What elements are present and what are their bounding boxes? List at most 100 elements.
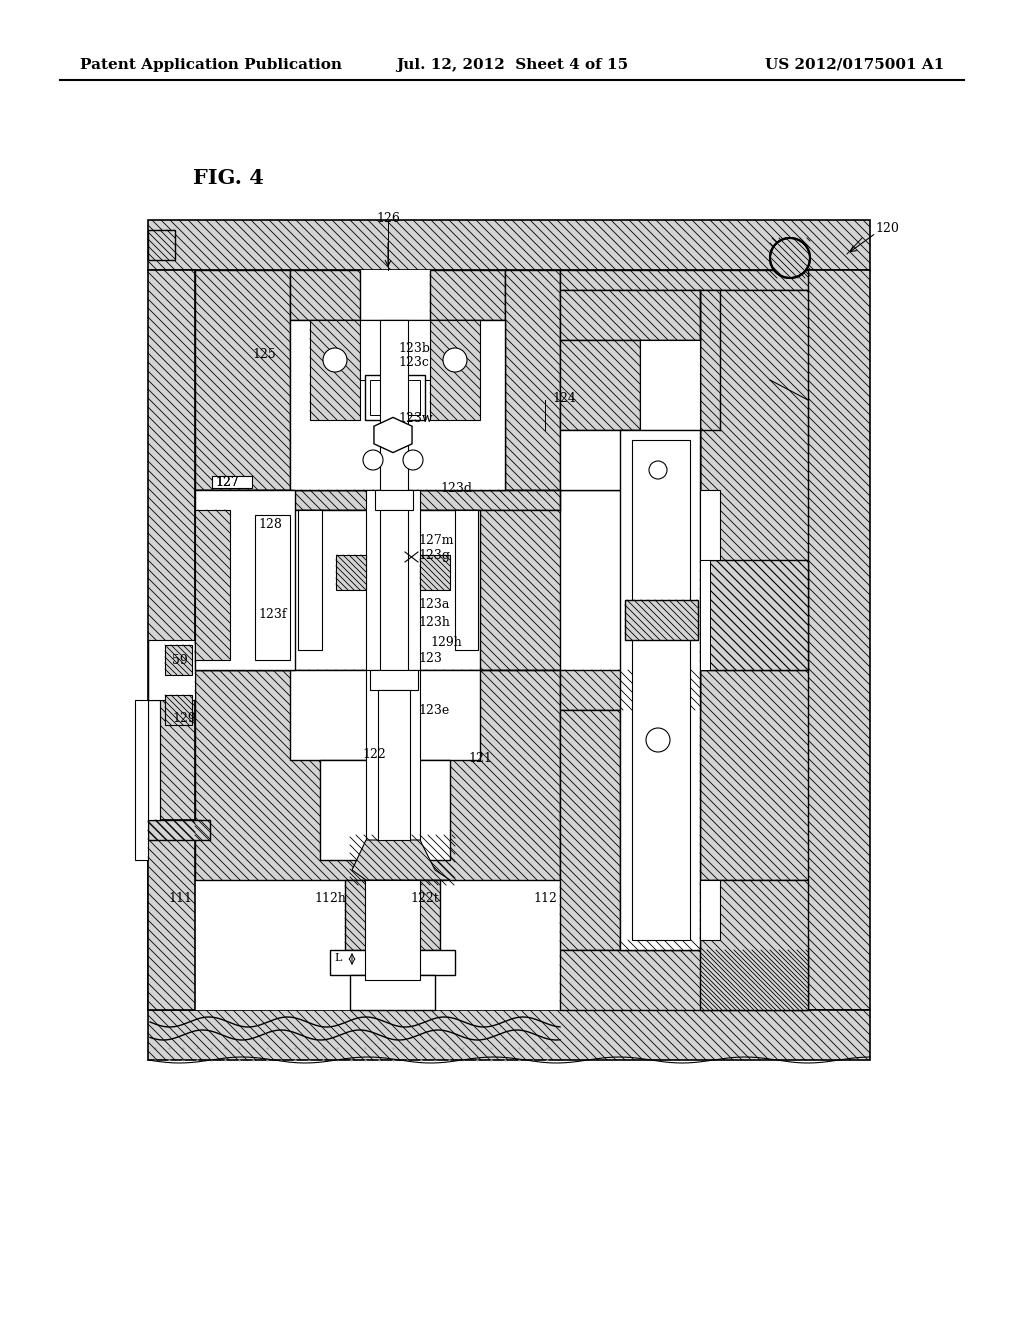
Polygon shape bbox=[625, 601, 698, 640]
Text: 129: 129 bbox=[172, 711, 196, 725]
Polygon shape bbox=[420, 554, 450, 590]
Polygon shape bbox=[290, 671, 480, 760]
Polygon shape bbox=[165, 645, 193, 675]
Polygon shape bbox=[148, 271, 195, 1010]
Polygon shape bbox=[366, 671, 420, 880]
Polygon shape bbox=[640, 341, 700, 430]
Text: 123f: 123f bbox=[258, 607, 287, 620]
Text: 122: 122 bbox=[362, 747, 386, 760]
Text: Jul. 12, 2012  Sheet 4 of 15: Jul. 12, 2012 Sheet 4 of 15 bbox=[396, 58, 628, 73]
Polygon shape bbox=[195, 510, 230, 660]
Polygon shape bbox=[380, 510, 408, 671]
Text: 127: 127 bbox=[215, 475, 239, 488]
Polygon shape bbox=[195, 271, 808, 1010]
Polygon shape bbox=[700, 490, 720, 560]
Text: 128: 128 bbox=[258, 519, 282, 532]
Polygon shape bbox=[330, 950, 455, 975]
Polygon shape bbox=[148, 640, 195, 700]
Text: 122t: 122t bbox=[411, 891, 439, 904]
Polygon shape bbox=[148, 230, 175, 260]
Polygon shape bbox=[374, 417, 412, 453]
Circle shape bbox=[646, 729, 670, 752]
Text: 59: 59 bbox=[172, 653, 187, 667]
Polygon shape bbox=[560, 271, 808, 290]
Polygon shape bbox=[505, 271, 560, 490]
Text: 112: 112 bbox=[534, 891, 557, 904]
Text: 123a: 123a bbox=[418, 598, 450, 610]
Polygon shape bbox=[620, 940, 700, 950]
Polygon shape bbox=[336, 554, 366, 590]
Circle shape bbox=[649, 461, 667, 479]
Polygon shape bbox=[148, 1010, 870, 1060]
Polygon shape bbox=[370, 671, 418, 690]
Circle shape bbox=[443, 348, 467, 372]
Text: 126: 126 bbox=[376, 211, 400, 224]
Polygon shape bbox=[560, 710, 620, 950]
Polygon shape bbox=[148, 820, 210, 840]
Text: 123e: 123e bbox=[418, 704, 450, 717]
Text: 123c: 123c bbox=[398, 355, 429, 368]
Polygon shape bbox=[195, 671, 560, 880]
Polygon shape bbox=[360, 319, 430, 380]
Polygon shape bbox=[370, 380, 420, 414]
Polygon shape bbox=[212, 477, 252, 488]
Polygon shape bbox=[148, 700, 160, 820]
Polygon shape bbox=[430, 271, 505, 319]
Polygon shape bbox=[255, 515, 290, 660]
Polygon shape bbox=[350, 975, 435, 1010]
Circle shape bbox=[362, 450, 383, 470]
Polygon shape bbox=[632, 440, 690, 940]
Text: 121: 121 bbox=[468, 751, 492, 764]
Polygon shape bbox=[560, 671, 700, 710]
Text: 124: 124 bbox=[552, 392, 575, 404]
Polygon shape bbox=[560, 341, 640, 430]
Text: 123g: 123g bbox=[418, 549, 450, 562]
Polygon shape bbox=[378, 690, 410, 840]
Polygon shape bbox=[700, 880, 808, 1010]
Polygon shape bbox=[135, 700, 148, 861]
Text: 125: 125 bbox=[252, 348, 275, 362]
Circle shape bbox=[403, 450, 423, 470]
Polygon shape bbox=[366, 490, 420, 671]
Text: 123d: 123d bbox=[440, 482, 472, 495]
Text: 123w: 123w bbox=[398, 412, 432, 425]
Polygon shape bbox=[345, 880, 440, 950]
Polygon shape bbox=[700, 290, 808, 671]
Text: US 2012/0175001 A1: US 2012/0175001 A1 bbox=[765, 58, 944, 73]
Polygon shape bbox=[430, 319, 480, 420]
Text: FIG. 4: FIG. 4 bbox=[193, 168, 264, 187]
Polygon shape bbox=[365, 880, 420, 979]
Text: 111: 111 bbox=[168, 891, 193, 904]
Polygon shape bbox=[560, 430, 700, 490]
Polygon shape bbox=[195, 490, 295, 671]
Polygon shape bbox=[380, 319, 408, 490]
Polygon shape bbox=[290, 319, 505, 490]
Text: 120: 120 bbox=[874, 222, 899, 235]
Polygon shape bbox=[365, 375, 425, 420]
Polygon shape bbox=[148, 820, 195, 1010]
Polygon shape bbox=[700, 560, 808, 671]
Polygon shape bbox=[808, 271, 870, 1010]
Polygon shape bbox=[560, 950, 808, 1010]
Polygon shape bbox=[298, 510, 322, 649]
Polygon shape bbox=[310, 319, 360, 420]
Text: 129h: 129h bbox=[430, 635, 462, 648]
Circle shape bbox=[323, 348, 347, 372]
Polygon shape bbox=[700, 671, 808, 880]
Text: L: L bbox=[334, 953, 342, 964]
Text: 127m: 127m bbox=[418, 533, 454, 546]
Text: 123: 123 bbox=[418, 652, 442, 664]
Polygon shape bbox=[375, 490, 413, 510]
Polygon shape bbox=[620, 430, 700, 950]
Text: 127: 127 bbox=[215, 475, 239, 488]
Polygon shape bbox=[148, 220, 870, 271]
Polygon shape bbox=[195, 271, 290, 490]
Text: 123h: 123h bbox=[418, 616, 450, 630]
Polygon shape bbox=[352, 840, 450, 880]
Polygon shape bbox=[195, 510, 560, 671]
Polygon shape bbox=[319, 760, 450, 861]
Polygon shape bbox=[165, 696, 193, 725]
Polygon shape bbox=[560, 290, 700, 341]
Polygon shape bbox=[290, 510, 480, 671]
Polygon shape bbox=[195, 490, 560, 510]
